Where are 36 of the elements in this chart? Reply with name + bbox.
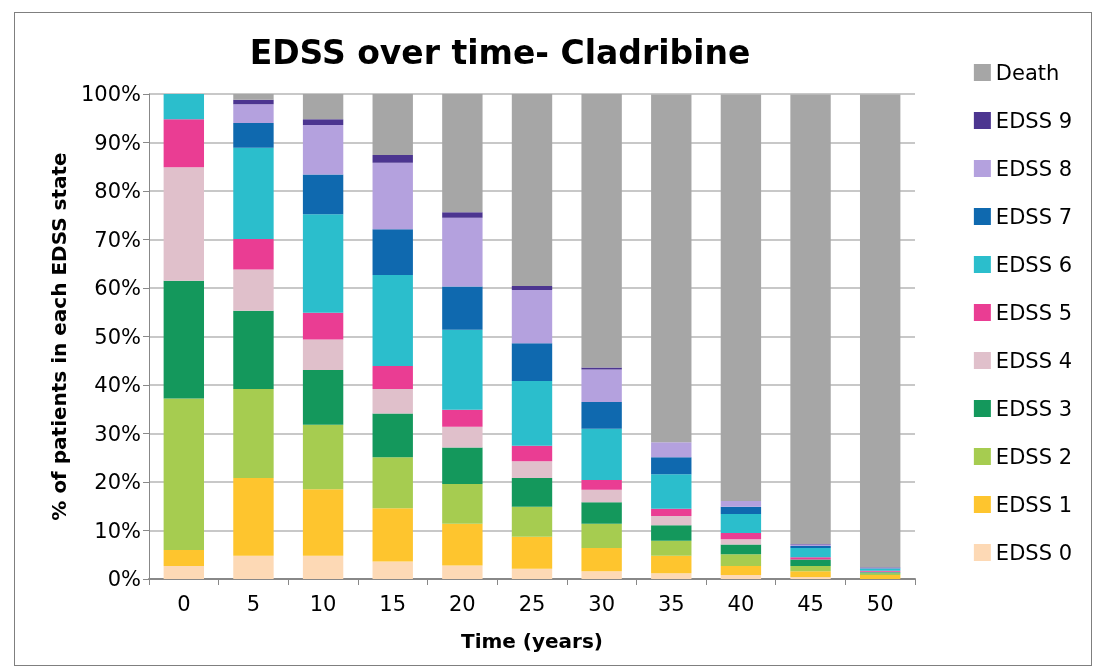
legend-label: EDSS 2 bbox=[995, 444, 1073, 469]
legend-label: EDSS 6 bbox=[995, 252, 1073, 277]
y-tick-label: 80% bbox=[94, 179, 141, 203]
legend-label: EDSS 7 bbox=[995, 204, 1073, 229]
y-tick-label: 0% bbox=[107, 567, 141, 591]
y-tick-label: 40% bbox=[94, 373, 141, 397]
x-tick-label: 10 bbox=[309, 591, 337, 616]
legend-label: EDSS 1 bbox=[995, 492, 1073, 517]
chart-title: EDSS over time- Cladribine bbox=[249, 33, 751, 72]
legend-label: EDSS 5 bbox=[995, 300, 1073, 325]
legend-label: EDSS 3 bbox=[995, 396, 1073, 421]
x-tick-label: 15 bbox=[379, 591, 407, 616]
y-tick-label: 10% bbox=[94, 518, 141, 543]
x-tick-label: 35 bbox=[657, 591, 685, 616]
y-tick-label: 30% bbox=[94, 421, 141, 446]
legend-label: Death bbox=[995, 60, 1060, 85]
x-axis-title: Time (years) bbox=[460, 629, 604, 653]
legend-label: EDSS 8 bbox=[995, 156, 1073, 181]
y-tick-label: 100% bbox=[80, 82, 141, 106]
x-tick-label: 20 bbox=[449, 591, 476, 616]
y-tick-label: 20% bbox=[94, 470, 141, 494]
legend-label: EDSS 4 bbox=[995, 348, 1073, 373]
x-tick-label: 50 bbox=[866, 591, 894, 616]
y-tick-label: 50% bbox=[94, 324, 141, 349]
y-tick-label: 70% bbox=[94, 227, 141, 252]
legend-label: EDSS 9 bbox=[995, 108, 1073, 133]
x-tick-label: 45 bbox=[797, 591, 824, 616]
x-tick-label: 30 bbox=[588, 591, 615, 616]
x-tick-label: 25 bbox=[518, 591, 546, 616]
x-tick-label: 5 bbox=[246, 591, 261, 616]
x-tick-label: 0 bbox=[177, 591, 191, 616]
y-tick-label: 60% bbox=[94, 276, 141, 300]
y-tick-label: 90% bbox=[94, 130, 141, 155]
x-tick-label: 40 bbox=[727, 591, 755, 616]
legend-label: EDSS 0 bbox=[995, 540, 1073, 565]
y-axis-title: % of patients in each EDSS state bbox=[47, 152, 71, 521]
